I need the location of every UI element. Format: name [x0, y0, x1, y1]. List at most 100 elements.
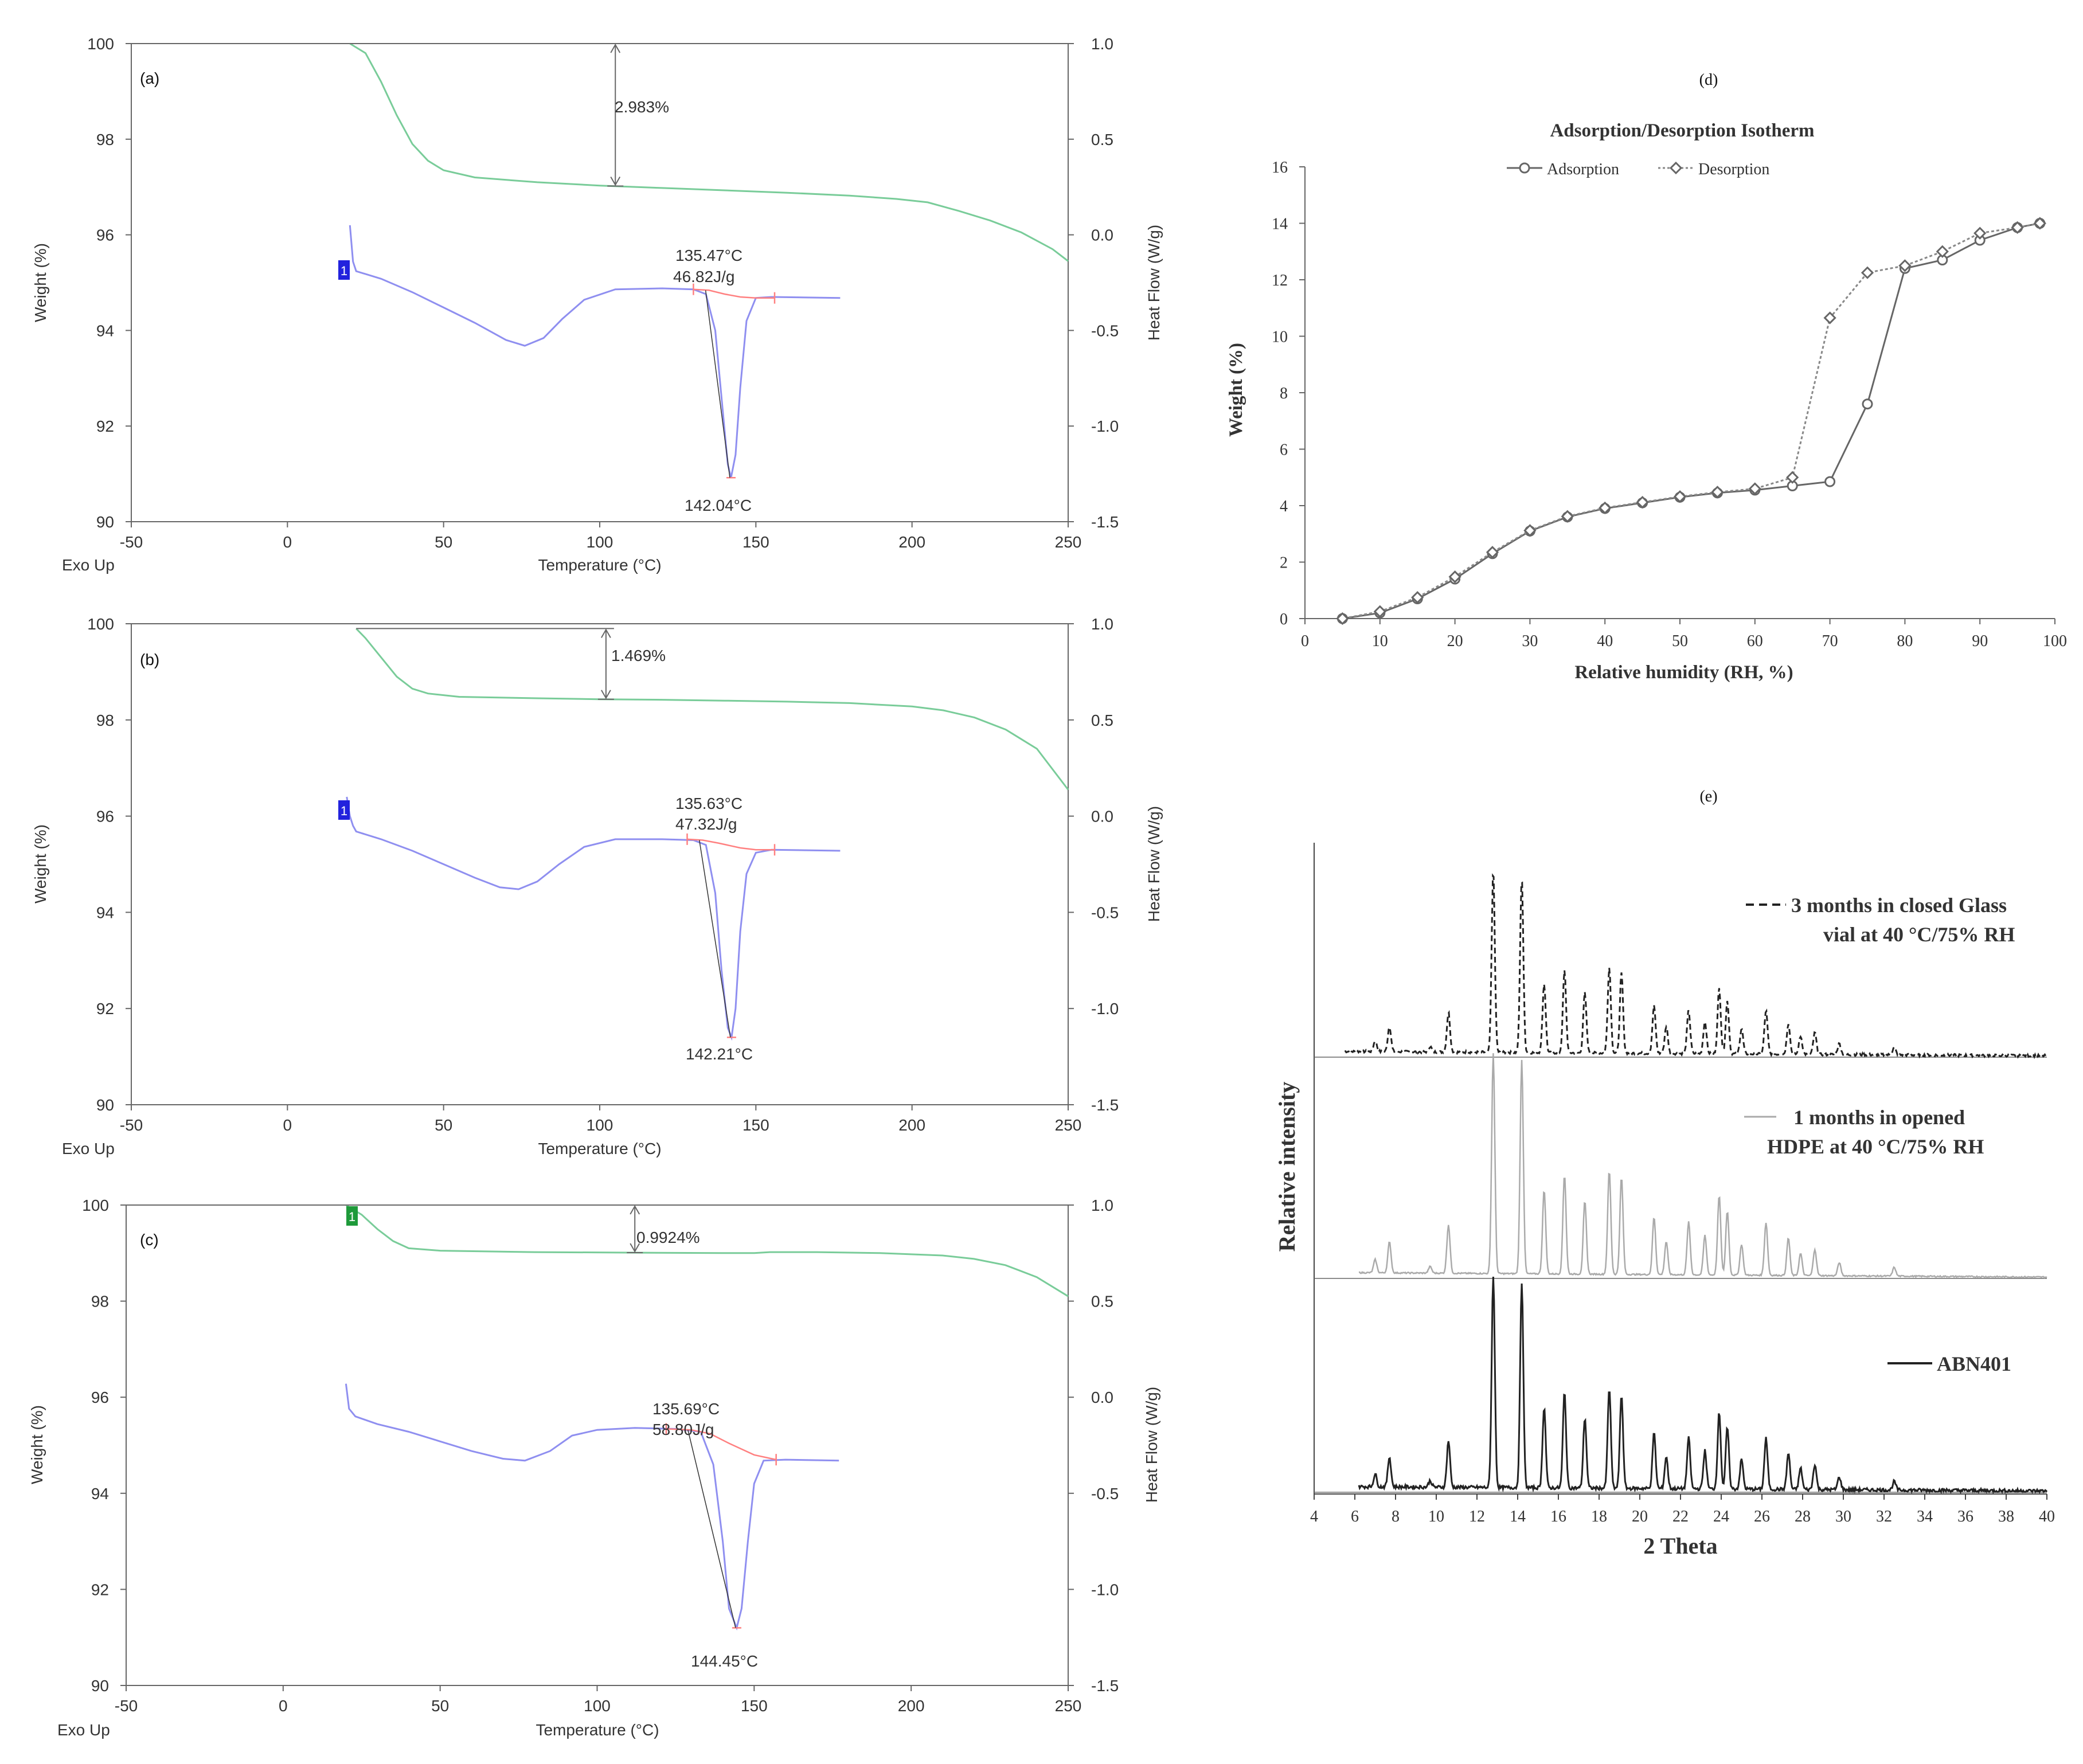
step-marker-label: 1 — [349, 1210, 355, 1224]
y2-tick-label: -1.5 — [1091, 1677, 1119, 1695]
dsc-heat-flow-curve — [349, 225, 841, 478]
y2-tick-label: -1.0 — [1091, 1581, 1119, 1598]
axes: 4 6 8 10 12 14 16 18 20 22 24 26 28 30 32 34 36 38 40 — [1310, 843, 2055, 1526]
corner-label: Exo Up — [62, 1140, 115, 1157]
x-tick-label: 100 — [587, 533, 613, 551]
curves — [346, 628, 1069, 1041]
y-tick-label: 2 — [1280, 554, 1288, 572]
desorption-point — [1936, 245, 1949, 258]
x-tick-label: 20 — [1632, 1508, 1648, 1526]
y-tick-label: 96 — [96, 808, 114, 826]
weight-loss-arrowhead-down — [630, 1243, 640, 1253]
weight-loss-label: 1.469% — [611, 647, 666, 664]
series-line-desorption — [1342, 222, 2041, 620]
x-axis-label: Temperature (°C) — [536, 1721, 659, 1739]
adsorption-point — [1862, 398, 1873, 410]
step-marker-label: 1 — [341, 264, 347, 278]
y2-tick-label: 1.0 — [1091, 615, 1113, 633]
onset-tangent — [687, 1430, 736, 1628]
desorption-point — [2011, 221, 2024, 234]
x-tick-label: 200 — [898, 533, 925, 551]
x-tick-label: -50 — [120, 533, 143, 551]
x-tick-label: 50 — [1672, 632, 1688, 650]
x-tick-label: 12 — [1469, 1508, 1485, 1526]
panel-letter: (b) — [140, 651, 159, 668]
onset-tangent — [698, 840, 731, 1038]
y-tick-label: 96 — [96, 226, 114, 244]
desorption-point — [1599, 501, 1612, 515]
y2-tick-label: 1.0 — [1091, 35, 1113, 53]
y2-axis-label: Heat Flow (W/g) — [1145, 806, 1163, 922]
curves — [1336, 217, 2046, 625]
y-axis-label: Weight (%) — [32, 824, 49, 903]
y-axis-label: Weight (%) — [28, 1405, 46, 1484]
series-line-adsorption — [1342, 222, 2041, 620]
x-tick-label: 0 — [283, 533, 292, 551]
legend-abn401: ABN401 — [1887, 1352, 2011, 1375]
integration-baseline — [687, 838, 775, 851]
x-tick-label: 14 — [1510, 1508, 1526, 1526]
x-tick-label: 150 — [742, 1116, 769, 1134]
x-tick-label: 50 — [435, 533, 452, 551]
weight-loss-label: 2.983% — [615, 98, 669, 116]
desorption-point — [1673, 490, 1687, 503]
x-tick-label: 28 — [1795, 1508, 1811, 1526]
desorption-point — [1336, 612, 1349, 625]
legend-label-desorption: Desorption — [1698, 161, 1769, 178]
x-tick-label: 250 — [1055, 1697, 1082, 1715]
enthalpy-label: 58.80J/g — [652, 1421, 714, 1438]
tga-weight-curve — [355, 628, 1069, 791]
y2-axis-label: Heat Flow (W/g) — [1143, 1387, 1160, 1503]
corner-label: Exo Up — [62, 556, 115, 574]
x-tick-label: -50 — [115, 1697, 138, 1715]
x-tick-label: 18 — [1591, 1508, 1607, 1526]
x-tick-label: 34 — [1917, 1508, 1933, 1526]
y-axis-label: Weight (%) — [1226, 343, 1246, 437]
y2-tick-label: 0.0 — [1091, 226, 1113, 244]
y-tick-label: 14 — [1272, 216, 1288, 233]
x-tick-label: 32 — [1876, 1508, 1892, 1526]
y2-tick-label: -1.0 — [1091, 1000, 1119, 1018]
x-axis-ticks: -50 0 50 100 150 200 250 — [120, 1105, 1082, 1134]
legend-hdpe: 1 months in opened HDPE at 40 °C/75% RH — [1744, 1106, 1984, 1158]
x-tick-label: 40 — [1597, 632, 1613, 650]
y-tick-label: 90 — [91, 1677, 109, 1695]
legend-label-line1: 1 months in opened — [1793, 1106, 1965, 1129]
y-axis-label: Weight (%) — [32, 243, 49, 322]
dsc-heat-flow-curve — [345, 1383, 839, 1631]
y-axis-label: Relative intensity — [1274, 1082, 1300, 1252]
x-tick-label: 30 — [1835, 1508, 1851, 1526]
x-tick-label: 250 — [1055, 1116, 1082, 1134]
desorption-point — [1823, 311, 1836, 324]
desorption-point — [1786, 471, 1799, 484]
x-tick-label: 10 — [1372, 632, 1388, 650]
y-tick-label: 90 — [96, 1096, 114, 1114]
y-tick-label: 92 — [96, 417, 114, 435]
integration-baseline — [693, 288, 775, 299]
desorption-point — [1523, 524, 1537, 537]
x-tick-label: 38 — [1998, 1508, 2014, 1526]
x-tick-label: 40 — [2039, 1508, 2055, 1526]
weight-loss-arrowhead-down — [610, 177, 621, 186]
x-tick-label: 150 — [742, 533, 769, 551]
legend-label: ABN401 — [1937, 1352, 2011, 1375]
step-marker — [346, 1206, 358, 1226]
legend-label-line2: vial at 40 °C/75% RH — [1823, 923, 2015, 946]
y-tick-label: 94 — [96, 322, 114, 339]
y-axis-ticks: 90 92 94 96 98 100 — [87, 615, 131, 1114]
y2-tick-label: 0.0 — [1091, 1388, 1113, 1406]
desorption-point — [1486, 546, 1499, 559]
peak-label: 142.04°C — [685, 496, 752, 514]
onset-label: 135.69°C — [652, 1400, 720, 1418]
x-axis-label: 2 Theta — [1643, 1533, 1717, 1559]
x-tick-label: 80 — [1897, 632, 1913, 650]
enthalpy-label: 46.82J/g — [673, 268, 734, 285]
x-tick-label: 26 — [1754, 1508, 1770, 1526]
desorption-point — [1636, 495, 1649, 509]
x-axis-ticks: -50 0 50 100 150 200 250 — [120, 522, 1081, 551]
desorption-point — [1561, 510, 1574, 523]
weight-loss-arrowhead-up — [601, 628, 611, 638]
x-tick-label: 90 — [1972, 632, 1988, 650]
y2-tick-label: -0.5 — [1091, 903, 1119, 921]
